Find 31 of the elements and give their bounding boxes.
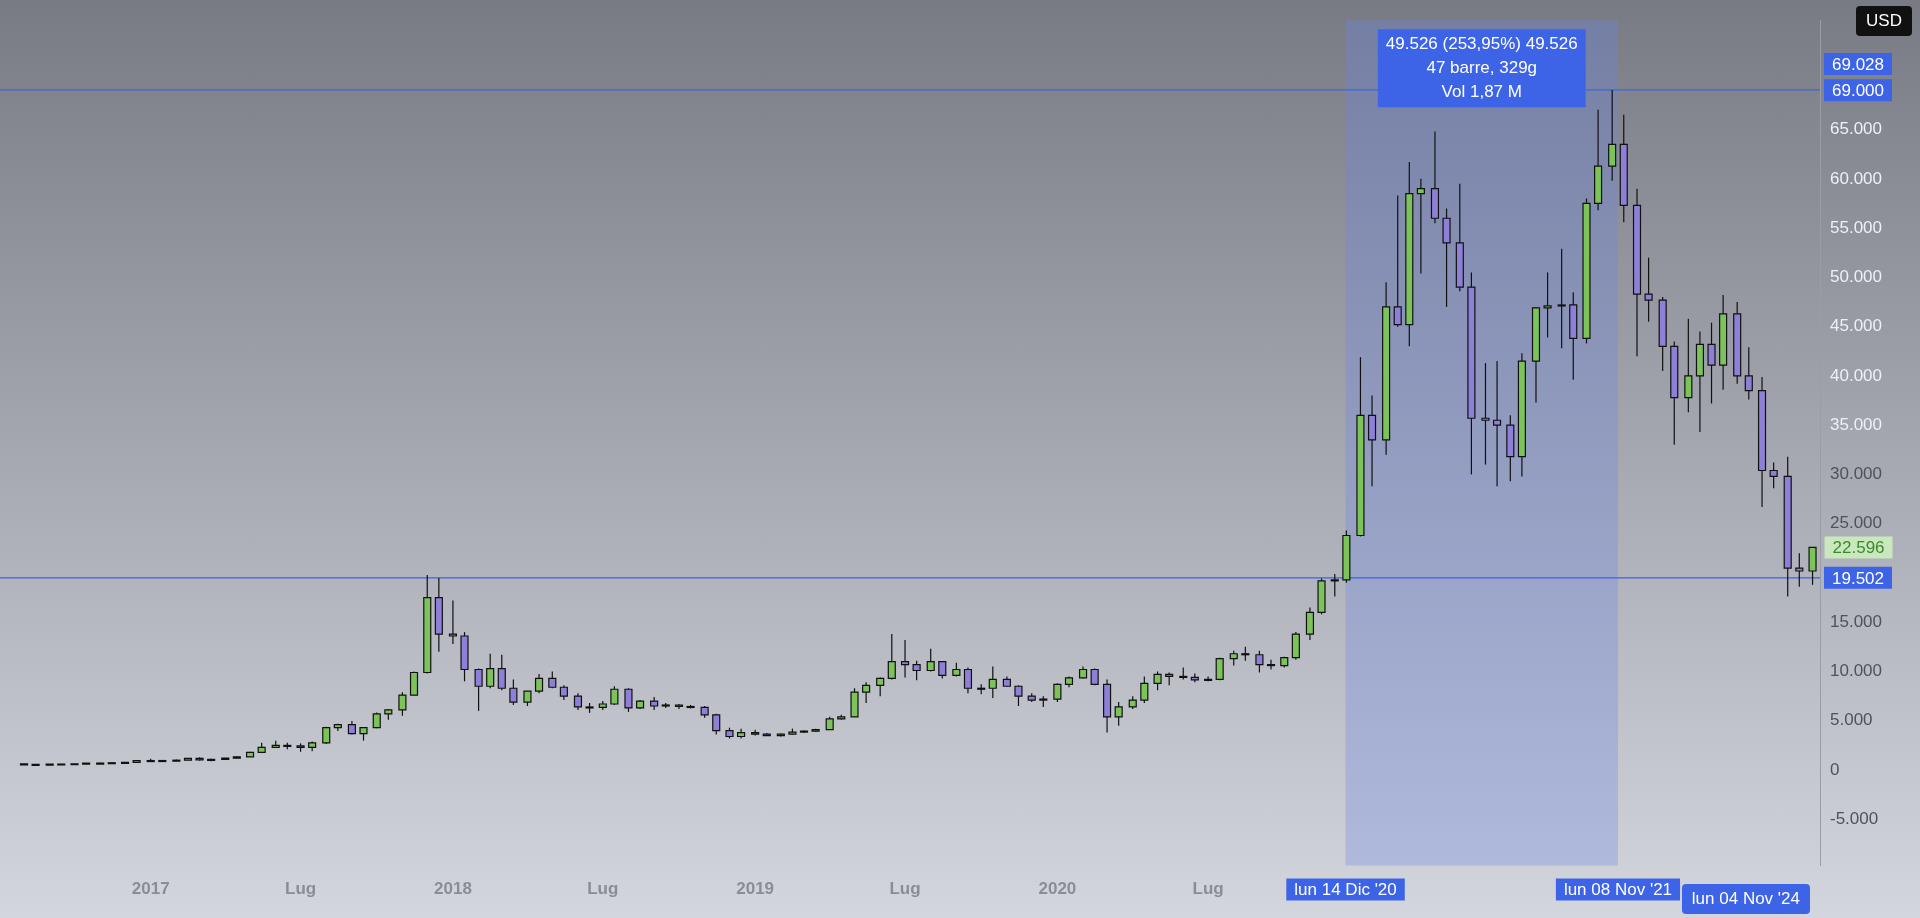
y-tick-label: 50.000	[1830, 267, 1882, 287]
y-tick-label: 40.000	[1830, 365, 1882, 385]
x-tick-label: Lug	[1192, 879, 1224, 899]
y-tick-label: 30.000	[1830, 464, 1882, 484]
y-tick-label: -5.000	[1830, 808, 1879, 828]
y-tick-label: 0	[1830, 759, 1840, 779]
y-tick-label: 15.000	[1830, 611, 1882, 631]
text: lun 04 Nov '24	[1681, 884, 1810, 914]
x-tick-label: Lug	[285, 879, 317, 899]
x-tick-label: Lug	[889, 879, 921, 899]
y-tick-label: 55.000	[1830, 217, 1882, 237]
y-tick-label: 25.000	[1830, 513, 1882, 533]
y-tick-label: 35.000	[1830, 414, 1882, 434]
text: USD	[1856, 6, 1912, 36]
y-tick-label: 10.000	[1830, 661, 1882, 681]
y-tick-label: 69.000	[1832, 80, 1884, 100]
ref-line-label: 19.502	[1832, 568, 1884, 588]
y-tick-label: 5.000	[1830, 710, 1873, 730]
x-tick-label: Lug	[587, 879, 619, 899]
x-tick-label: 2017	[131, 879, 170, 899]
x-tick-label: 2018	[434, 879, 472, 899]
band-label: 49.526 (253,95%) 49.526 47 barre, 329g Vol 1,87 M	[1385, 33, 1578, 101]
y-tick-label: 65.000	[1830, 119, 1882, 139]
x-tick-label: 2020	[1038, 879, 1077, 899]
x-tick-label: lun 14 Dic '20	[1294, 880, 1397, 900]
annotation: 22.596	[1832, 538, 1885, 558]
ref-line-label: 69.028	[1832, 54, 1884, 74]
x-tick-label: lun 08 Nov '21	[1563, 880, 1673, 900]
y-tick-label: 60.000	[1830, 168, 1882, 188]
x-tick-label: 2019	[736, 879, 775, 899]
y-tick-label: 45.000	[1830, 316, 1882, 336]
